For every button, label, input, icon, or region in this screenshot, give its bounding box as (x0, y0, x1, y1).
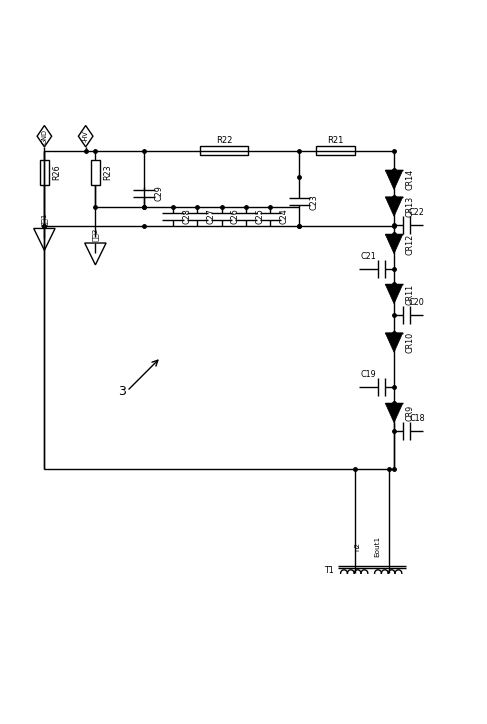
Text: CR14: CR14 (405, 169, 414, 190)
Text: 3: 3 (118, 384, 126, 397)
Polygon shape (385, 197, 403, 216)
Bar (317, 146, 355, 155)
Bar (200, 146, 248, 155)
Text: C24: C24 (280, 209, 288, 224)
Text: C20: C20 (409, 298, 425, 307)
Text: CR12: CR12 (405, 233, 414, 255)
Text: R21: R21 (328, 135, 344, 145)
Polygon shape (385, 235, 403, 253)
Bar (91, 161, 100, 185)
Text: C25: C25 (255, 209, 264, 224)
Polygon shape (385, 333, 403, 353)
Text: C27: C27 (206, 209, 215, 224)
Text: C23: C23 (309, 194, 318, 210)
Text: T1: T1 (323, 566, 334, 576)
Text: -HV: -HV (83, 130, 89, 142)
Text: C29: C29 (154, 185, 163, 201)
Text: n2: n2 (355, 542, 360, 551)
Text: Eout1: Eout1 (374, 536, 380, 557)
Text: R26: R26 (52, 165, 61, 180)
Text: GND: GND (41, 129, 47, 143)
Text: CR9: CR9 (405, 405, 414, 421)
Polygon shape (385, 285, 403, 304)
Text: C19: C19 (360, 370, 376, 379)
Bar (40, 161, 49, 185)
Text: R23: R23 (103, 165, 112, 180)
Text: C22: C22 (409, 209, 425, 217)
Text: 反馈1: 反馈1 (41, 213, 48, 226)
Text: C21: C21 (360, 252, 376, 261)
Polygon shape (385, 170, 403, 190)
Text: CR11: CR11 (405, 284, 414, 305)
Text: 反馈2: 反馈2 (92, 227, 99, 240)
Text: R22: R22 (216, 135, 232, 145)
Polygon shape (385, 403, 403, 423)
Text: CR10: CR10 (405, 332, 414, 353)
Text: C28: C28 (182, 209, 191, 224)
Text: CR13: CR13 (405, 196, 414, 217)
Text: C18: C18 (409, 414, 425, 424)
Text: C26: C26 (231, 209, 240, 224)
